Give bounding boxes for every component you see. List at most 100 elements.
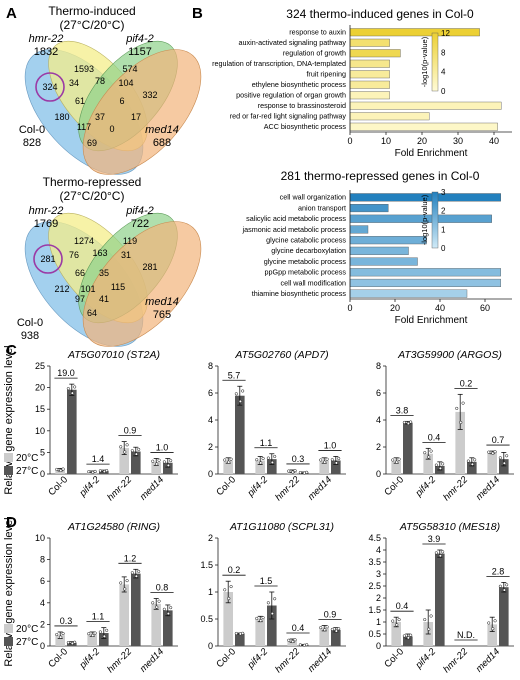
gene-title: AT5G58310 (MES18)	[399, 521, 500, 533]
genotype-label: hmr-22	[273, 474, 302, 503]
data-point	[409, 420, 413, 424]
bar	[267, 605, 277, 646]
data-point	[305, 643, 309, 647]
data-point	[241, 631, 245, 635]
venn-set-label: pif4-2	[125, 33, 154, 45]
data-point	[330, 458, 334, 462]
data-point	[229, 585, 233, 589]
data-point	[305, 470, 309, 474]
genotype-label: hmr-22	[105, 474, 134, 503]
legend-swatch	[4, 637, 13, 646]
venn-count: 163	[92, 248, 107, 258]
go-x-label: Fold Enrichment	[395, 315, 468, 326]
colorbar-tick-label: 0	[441, 244, 446, 253]
bar	[499, 587, 509, 646]
y-tick-label: 0	[208, 641, 213, 651]
data-point	[61, 467, 65, 471]
y-tick-label: 4.5	[368, 533, 381, 543]
data-point	[169, 459, 173, 463]
colorbar-label: -log10(p-value)	[420, 36, 429, 87]
expression-row-d: Relative gene expression level 20°C27°CAT…	[3, 517, 514, 675]
colorbar-tick-label: 4	[441, 68, 446, 77]
data-point	[470, 462, 474, 466]
bar	[391, 460, 401, 474]
data-point	[130, 571, 134, 575]
data-point	[441, 550, 445, 554]
data-point	[87, 632, 91, 636]
ratio-label: 0.3	[292, 454, 305, 464]
panel-label-c: C	[6, 342, 17, 359]
bar	[151, 603, 161, 646]
venn-count: 281	[142, 262, 157, 272]
bar	[435, 553, 445, 646]
data-point	[397, 618, 401, 622]
data-point	[319, 458, 323, 462]
genotype-label: Col-0	[46, 646, 70, 670]
go-bar	[349, 236, 427, 245]
data-point	[491, 627, 495, 631]
bar	[403, 422, 413, 474]
venn-count: 281	[40, 254, 55, 264]
venn-title: Thermo-induced	[48, 4, 135, 18]
y-tick-label: 3	[376, 569, 381, 579]
y-tick-label: 0	[40, 641, 45, 651]
venn-subtitle: (27°C/20°C)	[60, 189, 125, 203]
data-point	[87, 470, 91, 474]
go-bar	[349, 101, 502, 110]
go-term-label: red or far-red light signaling pathway	[230, 112, 347, 121]
go-term-label: glycine catabolic process	[266, 236, 346, 245]
data-point	[162, 607, 166, 611]
ratio-label: 3.9	[428, 534, 441, 544]
y-tick-label: 0	[376, 641, 381, 651]
bar	[131, 451, 141, 474]
go-bar	[349, 38, 390, 47]
ratio-label: 1.1	[92, 612, 105, 622]
y-tick-label: 6	[208, 388, 213, 398]
genotype-label: med14	[306, 646, 334, 674]
data-point	[157, 599, 161, 603]
gene-title: AT5G07010 (ST2A)	[67, 349, 160, 361]
y-tick-label: 1.5	[368, 605, 381, 615]
data-point	[330, 627, 334, 631]
go-bar	[349, 278, 501, 288]
data-point	[498, 456, 502, 460]
y-tick-label: 8	[40, 555, 45, 565]
data-point	[438, 466, 442, 470]
data-point	[429, 614, 433, 618]
data-point	[223, 588, 227, 592]
data-point	[438, 554, 442, 558]
data-point	[395, 460, 399, 464]
y-tick-label: 10	[35, 426, 45, 436]
data-point	[59, 468, 63, 473]
data-point	[293, 469, 297, 473]
venn-set-label: med14	[145, 124, 179, 136]
venn-set-total: 828	[23, 137, 41, 149]
data-point	[259, 619, 263, 623]
data-point	[125, 443, 129, 447]
data-point	[337, 456, 341, 461]
y-tick-label: 2	[208, 442, 213, 452]
data-point	[73, 385, 77, 389]
genotype-label: Col-0	[214, 474, 238, 498]
bar	[151, 461, 161, 474]
data-point	[169, 606, 173, 610]
bar	[423, 453, 433, 474]
gene-title: AT1G11080 (SCPL31)	[229, 521, 334, 533]
venn-count: 115	[111, 282, 125, 292]
go-term-label: ppGpp metabolic process	[264, 268, 346, 277]
genotype-label: hmr-22	[273, 646, 302, 675]
venn-count: 41	[99, 294, 109, 304]
ratio-label: 1.2	[124, 553, 137, 563]
ratio-label: 0.9	[124, 426, 137, 436]
data-point	[391, 458, 395, 462]
go-bar	[349, 112, 430, 121]
venn-title: Thermo-repressed	[43, 175, 142, 189]
venn-count: 35	[99, 268, 109, 278]
data-point	[234, 392, 238, 396]
colorbar	[431, 32, 439, 92]
data-point	[55, 633, 59, 637]
data-point	[98, 630, 102, 634]
venn-set-total: 1157	[128, 46, 152, 58]
venn-set-label: Col-0	[19, 124, 45, 136]
venn-set-label: med14	[145, 296, 179, 308]
